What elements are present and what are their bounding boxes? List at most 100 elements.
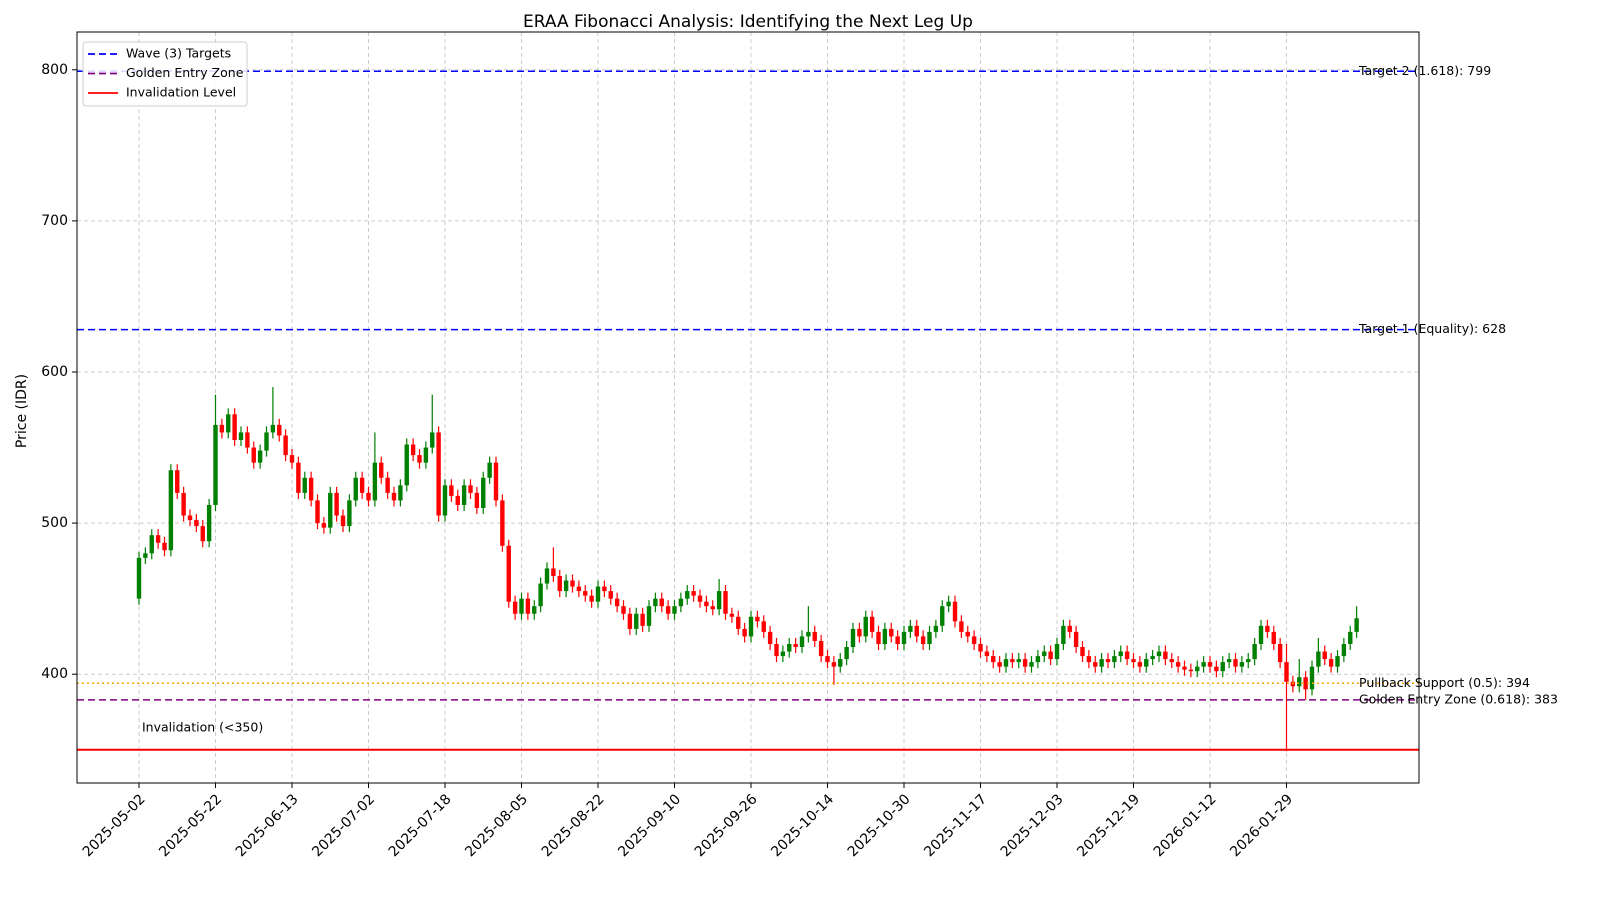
candle-body — [506, 545, 511, 602]
candle-body — [787, 643, 792, 652]
candle-body — [978, 643, 983, 652]
x-tick-label: 2025-07-18 — [386, 791, 455, 860]
candle-body — [1214, 666, 1219, 672]
candle-body — [232, 414, 237, 440]
candle-body — [1220, 662, 1225, 672]
candle-body — [512, 601, 518, 614]
candle-body — [544, 568, 550, 584]
candle-body — [646, 606, 652, 626]
candle-body — [627, 613, 633, 629]
candle-body — [1277, 643, 1283, 663]
candle-body — [538, 583, 543, 607]
candle-body — [359, 477, 365, 493]
candle-body — [206, 504, 212, 542]
candle-body — [1271, 631, 1276, 644]
level-label: Target 2 (1.618): 799 — [1358, 63, 1491, 78]
candle-body — [895, 636, 900, 644]
candle-body — [704, 601, 709, 607]
candle-body — [404, 444, 409, 486]
candle-body — [200, 526, 205, 542]
candle-body — [876, 631, 881, 644]
x-tick-label: 2025-10-14 — [768, 791, 837, 860]
candle-body — [1086, 656, 1092, 663]
candle-body — [742, 628, 747, 637]
candle-body — [914, 625, 919, 637]
candle-body — [857, 628, 862, 637]
candle-body — [621, 606, 626, 614]
candle-body — [933, 625, 939, 632]
candle-body — [614, 598, 620, 607]
candle-body — [455, 495, 460, 505]
candle-body — [1010, 659, 1015, 663]
candle-body — [213, 424, 218, 505]
candle-body — [461, 485, 467, 505]
candle-body — [296, 462, 301, 493]
candle-body — [634, 613, 639, 629]
candle-body — [226, 414, 231, 433]
candle-body — [984, 651, 990, 657]
candle-body — [1156, 651, 1162, 657]
candle-body — [385, 477, 390, 493]
candle-body — [1124, 651, 1130, 660]
candle-body — [302, 477, 307, 493]
candle-body — [1099, 659, 1104, 667]
candle-body — [1048, 651, 1053, 660]
x-tick-label: 2025-05-02 — [80, 791, 149, 860]
candle-body — [1054, 643, 1060, 660]
candle-body — [685, 591, 690, 599]
candle-body — [595, 586, 601, 602]
candle-body — [570, 580, 575, 587]
candle-body — [774, 643, 779, 657]
candle-body — [838, 659, 843, 667]
candle-body — [959, 621, 964, 632]
candle-body — [799, 636, 805, 648]
x-tick-label: 2025-07-02 — [309, 791, 378, 860]
x-tick-label: 2025-11-17 — [921, 791, 990, 860]
candle-body — [946, 601, 951, 607]
candle-body — [1003, 659, 1009, 667]
candle-body — [493, 462, 499, 501]
level-label: Pullback Support (0.5): 394 — [1359, 675, 1530, 690]
candle-body — [818, 640, 824, 657]
candle-body — [889, 628, 894, 637]
candle-body — [844, 647, 849, 660]
candle-body — [525, 598, 531, 614]
candle-body — [187, 515, 193, 521]
candle-body — [1144, 659, 1149, 667]
candle-body — [1348, 631, 1353, 644]
candle-body — [423, 447, 429, 463]
candle-body — [1309, 666, 1315, 690]
candle-body — [1022, 659, 1028, 667]
candle-body — [1061, 625, 1066, 644]
candle-body — [353, 477, 358, 501]
candle-body — [1201, 662, 1206, 667]
candle-body — [219, 424, 225, 433]
level-label: Invalidation (<350) — [142, 719, 263, 734]
candle-body — [487, 462, 492, 478]
candle-body — [1131, 659, 1136, 663]
candle-body — [748, 616, 754, 637]
candle-body — [162, 542, 167, 551]
y-tick-label: 400 — [41, 666, 68, 682]
candle-body — [806, 631, 811, 637]
candle-body — [175, 470, 180, 493]
plot-frame — [76, 31, 1420, 784]
candle-body — [583, 591, 588, 596]
candle-body — [1297, 677, 1302, 687]
candle-body — [270, 424, 276, 433]
y-tick-label: 500 — [41, 515, 68, 531]
candle-body — [1226, 659, 1232, 663]
candle-body — [1284, 662, 1289, 682]
y-axis-label: Price (IDR) — [14, 374, 30, 448]
candle-body — [831, 662, 837, 667]
candle-body — [442, 485, 448, 516]
candle-body — [500, 500, 505, 546]
candle-body — [1303, 677, 1308, 690]
candle-body — [283, 435, 288, 456]
candle-body — [1322, 651, 1327, 660]
candle-body — [1182, 666, 1187, 670]
candle-body — [563, 580, 569, 592]
candle-body — [920, 636, 926, 644]
y-tick-label: 800 — [41, 62, 68, 78]
candle-body — [1029, 662, 1034, 667]
